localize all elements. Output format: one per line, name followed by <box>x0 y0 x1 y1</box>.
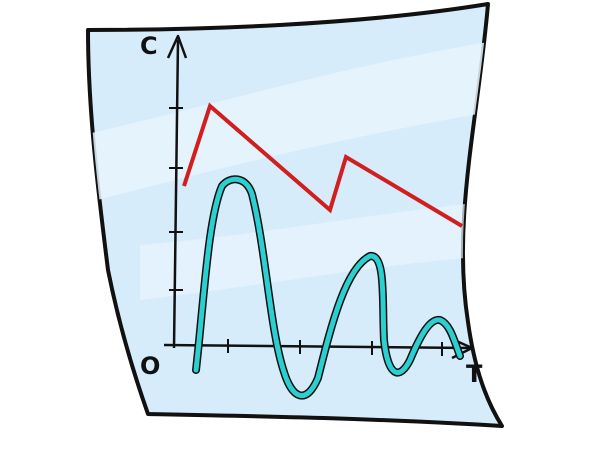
red-line <box>182 102 464 228</box>
x-ticks <box>227 339 443 356</box>
origin-letter: O <box>140 352 160 380</box>
cyan-curve-fill <box>193 176 463 399</box>
y-axis <box>172 39 180 349</box>
y-axis-arrow <box>166 34 188 59</box>
x-axis-letter: T <box>466 360 483 388</box>
y-axis-letter: C <box>140 32 158 60</box>
graph-icon: C O T <box>140 32 483 400</box>
y-ticks <box>169 107 183 291</box>
